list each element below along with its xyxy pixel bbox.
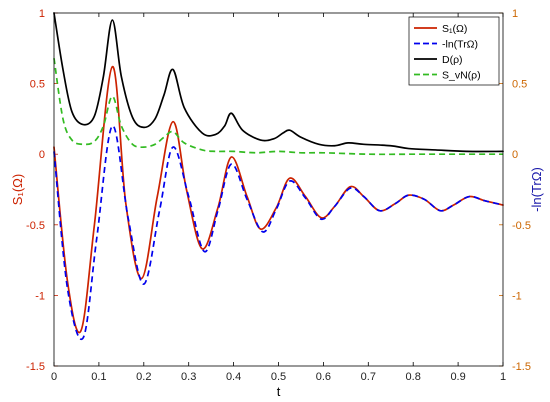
- plot-frame: [53, 12, 504, 367]
- y-right-tick-label: 0.5: [512, 79, 527, 91]
- legend-label-1: -ln(TrΩ): [442, 39, 478, 51]
- y-left-tick-label: 1: [39, 8, 45, 20]
- series-line-3: [53, 58, 503, 156]
- series-line-2: [53, 12, 504, 153]
- x-tick-label: 0.5: [271, 371, 286, 383]
- y-left-axis-title: S₁(Ω): [10, 174, 25, 205]
- x-tick-label: 0.4: [226, 371, 241, 383]
- y-right-tick-label: -1: [512, 290, 522, 302]
- x-tick-label: 0.2: [136, 371, 151, 383]
- y-left-tick-label: 0.5: [30, 79, 45, 91]
- y-right-tick-label: 0: [512, 149, 518, 161]
- x-tick-label: 0.6: [316, 371, 331, 383]
- x-tick-label: 0.9: [450, 371, 465, 383]
- y-left-tick-label: -0.5: [26, 220, 45, 232]
- y-left-tick-label: 0: [39, 149, 45, 161]
- x-tick-label: 0: [51, 371, 57, 383]
- series-layer: [53, 12, 504, 341]
- legend-label-3: S_vN(ρ): [442, 70, 481, 82]
- y-left-tick-label: -1.5: [26, 361, 45, 373]
- y-left-tick-label: -1: [35, 290, 45, 302]
- labels-layer: 0 0.1 0.2 0.3 0.4 0.5 0.6 0.7 0.8 0.9 1 1 0.5 0 -0.5 -1…: [10, 8, 544, 399]
- series-line-1: [53, 125, 504, 341]
- y-right-tick-label: 1: [512, 8, 518, 20]
- x-tick-label: 0.1: [91, 371, 106, 383]
- legend-label-0: S₁(Ω): [442, 23, 467, 35]
- series-line-0: [53, 65, 504, 334]
- x-tick-label: 0.7: [361, 371, 376, 383]
- legend: S₁(Ω) -ln(TrΩ) D(ρ) S_vN(ρ): [408, 16, 500, 86]
- y-right-tick-label: -0.5: [512, 220, 531, 232]
- x-tick-label: 1: [500, 371, 506, 383]
- x-tick-label: 0.8: [406, 371, 421, 383]
- y-right-tick-label: -1.5: [512, 361, 531, 373]
- x-tick-label: 0.3: [181, 371, 196, 383]
- y-right-axis-title: -ln(TrΩ): [529, 167, 544, 212]
- x-axis-title: t: [277, 384, 281, 399]
- legend-label-2: D(ρ): [442, 54, 463, 66]
